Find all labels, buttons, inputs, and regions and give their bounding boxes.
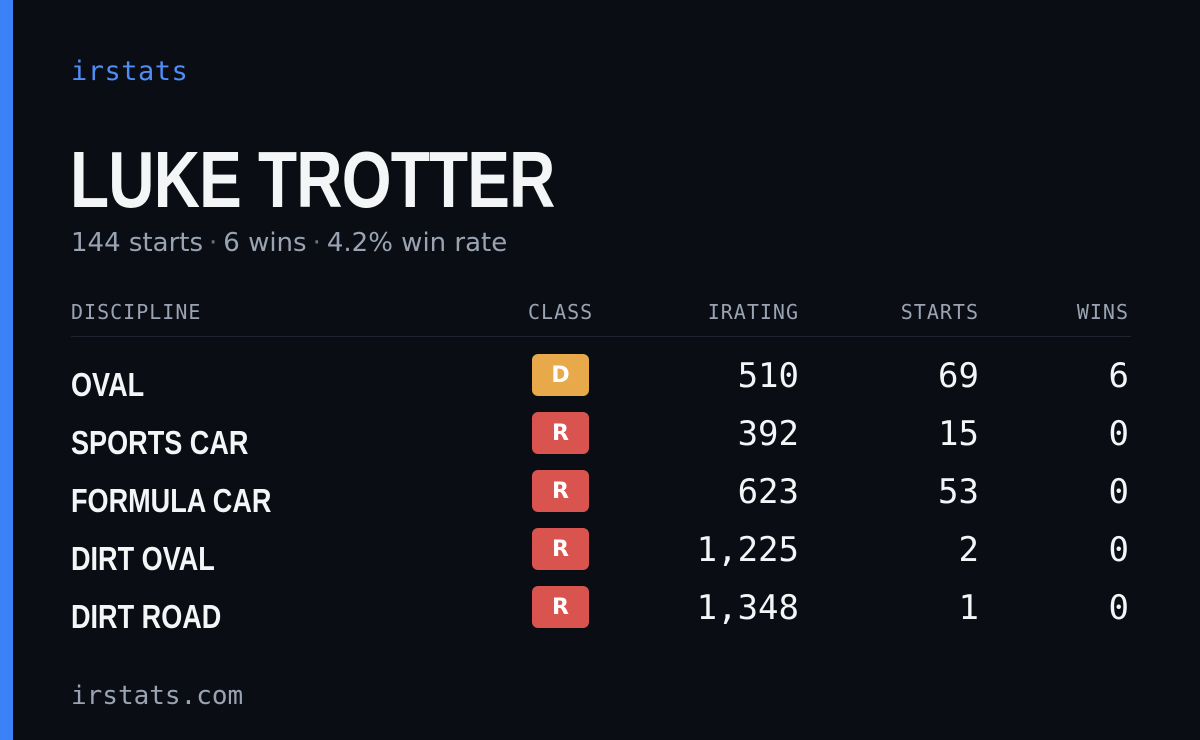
starts-summary: 144 starts	[71, 228, 203, 258]
wins-value: 0	[1108, 530, 1129, 570]
class-badge: D	[532, 354, 589, 396]
starts-value: 53	[938, 472, 979, 512]
discipline-name: DIRT OVAL	[71, 540, 215, 577]
accent-bar	[0, 0, 13, 740]
wins-value: 0	[1108, 414, 1129, 454]
discipline-name: DIRT ROAD	[71, 598, 222, 635]
table-header: DISCIPLINE CLASS IRATING STARTS WINS	[71, 298, 1131, 337]
class-badge: R	[532, 470, 589, 512]
wins-summary: 6 wins	[223, 228, 307, 258]
discipline-name: OVAL	[71, 366, 145, 403]
header-discipline: DISCIPLINE	[71, 300, 202, 324]
table-row: DIRT OVAL R 1,225 2 0	[71, 528, 1131, 586]
table-row: FORMULA CAR R 623 53 0	[71, 470, 1131, 528]
header-irating: IRATING	[707, 300, 799, 324]
table-row: OVAL D 510 69 6	[71, 354, 1131, 412]
table-row: DIRT ROAD R 1,348 1 0	[71, 586, 1131, 644]
starts-value: 69	[938, 356, 979, 396]
header-class: CLASS	[528, 300, 594, 324]
site-url: irstats.com	[71, 681, 244, 711]
win-rate-summary: 4.2% win rate	[326, 228, 508, 258]
irating-value: 1,348	[696, 588, 799, 628]
starts-value: 15	[938, 414, 979, 454]
irating-value: 392	[737, 414, 799, 454]
class-badge: R	[532, 586, 589, 628]
wins-value: 0	[1108, 588, 1129, 628]
discipline-name: SPORTS CAR	[71, 424, 249, 461]
class-badge: R	[532, 412, 589, 454]
wins-value: 6	[1108, 356, 1129, 396]
table-row: SPORTS CAR R 392 15 0	[71, 412, 1131, 470]
irating-value: 510	[737, 356, 799, 396]
brand-logo: irstats	[71, 56, 189, 87]
summary-separator: ·	[209, 228, 218, 258]
header-wins: WINS	[1076, 300, 1129, 324]
irating-value: 1,225	[696, 530, 799, 570]
starts-value: 2	[958, 530, 979, 570]
class-badge: R	[532, 528, 589, 570]
stats-table: DISCIPLINE CLASS IRATING STARTS WINS OVA…	[71, 298, 1131, 635]
irating-value: 623	[737, 472, 799, 512]
table-body: OVAL D 510 69 6 SPORTS CAR R 392 15 0 FO…	[71, 354, 1131, 644]
wins-value: 0	[1108, 472, 1129, 512]
discipline-name: FORMULA CAR	[71, 482, 272, 519]
summary-separator: ·	[312, 228, 321, 258]
driver-summary: 144 starts · 6 wins · 4.2% win rate	[71, 228, 507, 258]
starts-value: 1	[958, 588, 979, 628]
driver-name: LUKE TROTTER	[70, 135, 555, 224]
header-starts: STARTS	[900, 300, 979, 324]
